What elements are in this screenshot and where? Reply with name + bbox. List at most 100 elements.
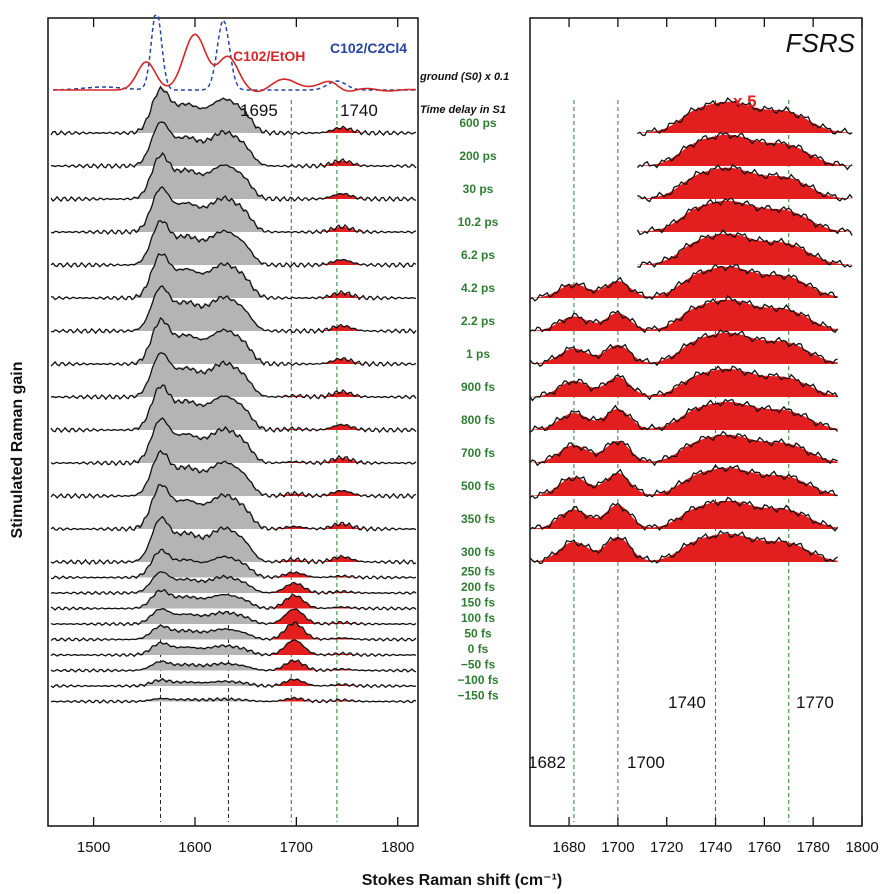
x-axis-title: Stokes Raman shift (cm⁻¹) [362,872,562,889]
peak-label-1740: 1740 [340,101,378,120]
trace-fill-red [265,583,388,593]
peak-label-1682: 1682 [528,753,566,772]
fsrs-trace-line [636,131,853,171]
x-tick-label: 1500 [77,839,110,856]
trace-line [50,588,417,611]
trace-fill-grey [134,385,264,430]
delay-label: 150 fs [461,596,495,610]
trace-line [50,677,417,689]
fsrs-trace-line [529,365,839,402]
trace-line [50,548,417,580]
trace-line [50,253,417,301]
trace-fill-grey [134,88,264,133]
fsrs-trace-fill [637,167,853,199]
delay-label: 700 fs [461,446,495,460]
delay-label: 900 fs [461,380,495,394]
trace-line [50,639,417,658]
trace-line [50,285,417,335]
trace-line [50,316,417,368]
time-delay-heading: Time delay in S1 [420,104,506,116]
legend-c102-c2cl4: C102/C2Cl4 [330,40,407,56]
delay-label: −150 fs [457,689,498,703]
right-x-ticks: 1680 1700 1720 1740 1760 1780 1800 [552,18,879,856]
delay-label: 0 fs [468,642,489,656]
x-tick-label: 1740 [699,839,732,856]
trace-line [50,449,417,500]
x-tick-label: 1800 [845,839,878,856]
ground-state-spectra [53,14,416,93]
legend-c102-etoh: C102/EtOH [233,48,305,64]
trace-line [50,608,417,627]
fsrs-trace-line [636,197,853,236]
trace-line [50,515,417,566]
peak-label-1700: 1700 [627,753,665,772]
delay-label: 500 fs [461,479,495,493]
fsrs-trace-line [529,430,838,467]
scale-factor-label: x 5 [733,92,757,111]
delay-label: 350 fs [461,512,495,526]
trace-line [50,85,417,137]
x-tick-label: 1760 [748,839,781,856]
peak-label-1740-right: 1740 [668,693,706,712]
fsrs-trace-line [529,496,839,532]
trace-fill-red [265,679,388,686]
x-tick-label: 1700 [280,839,313,856]
trace-fill-grey [134,608,264,624]
delay-label: 50 fs [464,627,492,641]
trace-line [50,219,417,269]
right-traces [529,96,853,565]
fsrs-trace-fill [637,200,853,232]
trace-fill-red [265,623,388,640]
fsrs-trace-line [529,529,838,565]
x-tick-label: 1600 [178,839,211,856]
ground-state-note: ground (S0) x 0.1 [419,71,509,83]
trace-line [50,659,417,673]
delay-labels: ground (S0) x 0.1 Time delay in S1 600 p… [419,71,509,703]
delay-label: 800 fs [461,413,495,427]
trace-fill-red [265,640,388,655]
trace-fill-red [265,609,388,624]
trace-line [50,121,417,170]
trace-fill-grey [134,549,264,578]
peak-label-1770: 1770 [796,693,834,712]
fsrs-trace-line [637,164,853,203]
fsrs-trace-fill [637,101,853,133]
delay-label: 200 fs [461,580,495,594]
delay-label: 250 fs [461,565,495,579]
trace-fill-grey [134,154,264,199]
trace-fill-red [265,457,388,463]
fsrs-trace-line [529,329,838,368]
panel-title-fsrs: FSRS [786,28,856,58]
left-traces [50,85,417,704]
ground-trace-etoh [53,33,416,93]
y-axis-title: Stimulated Raman gain [9,362,26,539]
delay-label: 300 fs [461,545,495,559]
ground-trace-c2cl4 [53,14,416,91]
delay-label: 2.2 ps [461,314,495,328]
delay-label: 200 ps [459,149,497,163]
trace-line [50,484,417,533]
fsrs-trace-line [529,295,839,334]
fsrs-trace-fill [530,434,838,463]
x-tick-label: 1780 [796,839,829,856]
trace-fill-red [265,127,388,133]
delay-label: 1 ps [466,347,490,361]
x-tick-label: 1720 [650,839,683,856]
x-tick-label: 1800 [381,839,414,856]
trace-fill-red [265,226,388,232]
peak-label-1695: 1695 [240,101,278,120]
trace-fill-grey [134,451,264,496]
delay-label: 10.2 ps [458,215,499,229]
right-plot-frame [529,17,863,827]
left-panel: 1500 1600 1700 1800 C102/EtOH C102/C2Cl4 16… [9,14,419,856]
trace-fill-grey [134,286,264,331]
fsrs-trace-fill [637,134,853,166]
trace-fill-grey [134,253,264,298]
trace-fill-red [265,572,388,578]
trace-fill-red [265,595,388,609]
fsrs-trace-fill [637,233,853,265]
trace-line [50,384,417,434]
x-tick-label: 1680 [552,839,585,856]
trace-fill-grey [134,319,264,364]
